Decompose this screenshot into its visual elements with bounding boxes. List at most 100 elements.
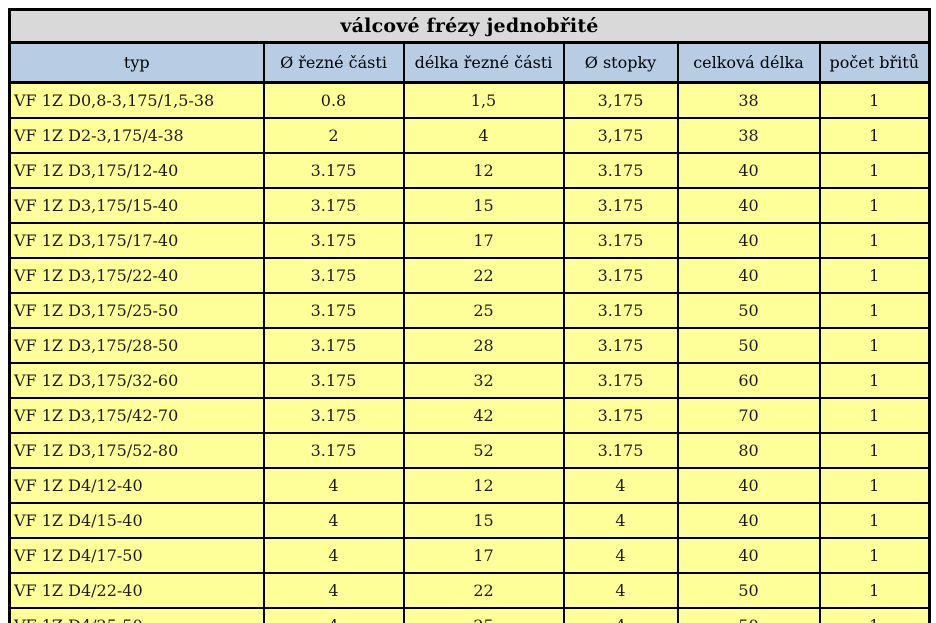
table-row: VF 1Z D4/22-40 4 22 4 50 1 <box>8 572 931 609</box>
cell-typ: VF 1Z D3,175/15-40 <box>8 187 265 224</box>
column-header-celkova-delka: celková délka <box>676 41 821 84</box>
table-header-row: typ Ø řezné části délka řezné části Ø stopk… <box>8 41 931 84</box>
cell-prumer-stopky: 3.175 <box>562 362 679 399</box>
cell-prumer-stopky: 4 <box>562 502 679 539</box>
cell-delka-rezne-casti: 25 <box>402 292 565 329</box>
cell-delka-rezne-casti: 42 <box>402 397 565 434</box>
cell-delka-rezne-casti: 25 <box>402 607 565 623</box>
column-header-pocet-britu: počet břitů <box>818 41 931 84</box>
cell-celkova-delka: 50 <box>676 292 821 329</box>
cell-prumer-rezne-casti: 3.175 <box>262 327 405 364</box>
table-row: VF 1Z D3,175/25-50 3.175 25 3.175 50 1 <box>8 292 931 329</box>
cell-delka-rezne-casti: 15 <box>402 187 565 224</box>
cell-celkova-delka: 40 <box>676 502 821 539</box>
table-row: VF 1Z D3,175/15-40 3.175 15 3.175 40 1 <box>8 187 931 224</box>
table-row: VF 1Z D0,8-3,175/1,5-38 0.8 1,5 3,175 38 1 <box>8 81 931 119</box>
column-header-prumer-stopky: Ø stopky <box>562 41 679 84</box>
cell-pocet-britu: 1 <box>818 362 931 399</box>
cell-celkova-delka: 40 <box>676 222 821 259</box>
cell-typ: VF 1Z D3,175/32-60 <box>8 362 265 399</box>
cell-pocet-britu: 1 <box>818 607 931 623</box>
table-body: VF 1Z D0,8-3,175/1,5-38 0.8 1,5 3,175 38 1 VF … <box>8 81 931 623</box>
cell-typ: VF 1Z D3,175/28-50 <box>8 327 265 364</box>
cell-celkova-delka: 40 <box>676 467 821 504</box>
cell-prumer-stopky: 3.175 <box>562 432 679 469</box>
cell-celkova-delka: 50 <box>676 327 821 364</box>
cell-pocet-britu: 1 <box>818 397 931 434</box>
cell-prumer-stopky: 4 <box>562 467 679 504</box>
cell-celkova-delka: 40 <box>676 187 821 224</box>
cell-typ: VF 1Z D3,175/12-40 <box>8 152 265 189</box>
cell-prumer-stopky: 4 <box>562 607 679 623</box>
table-row: VF 1Z D3,175/52-80 3.175 52 3.175 80 1 <box>8 432 931 469</box>
cell-typ: VF 1Z D3,175/22-40 <box>8 257 265 294</box>
cell-prumer-rezne-casti: 4 <box>262 572 405 609</box>
cell-prumer-stopky: 3.175 <box>562 397 679 434</box>
cell-pocet-britu: 1 <box>818 117 931 154</box>
cell-celkova-delka: 70 <box>676 397 821 434</box>
cell-delka-rezne-casti: 4 <box>402 117 565 154</box>
cell-pocet-britu: 1 <box>818 152 931 189</box>
cell-typ: VF 1Z D2-3,175/4-38 <box>8 117 265 154</box>
table-row: VF 1Z D3,175/32-60 3.175 32 3.175 60 1 <box>8 362 931 399</box>
cell-pocet-britu: 1 <box>818 432 931 469</box>
cell-prumer-stopky: 3,175 <box>562 81 679 119</box>
cell-prumer-rezne-casti: 4 <box>262 467 405 504</box>
cell-celkova-delka: 38 <box>676 117 821 154</box>
cell-pocet-britu: 1 <box>818 327 931 364</box>
cell-prumer-rezne-casti: 3.175 <box>262 187 405 224</box>
cell-prumer-rezne-casti: 4 <box>262 502 405 539</box>
cell-prumer-rezne-casti: 3.175 <box>262 222 405 259</box>
table-row: VF 1Z D3,175/28-50 3.175 28 3.175 50 1 <box>8 327 931 364</box>
cell-delka-rezne-casti: 1,5 <box>402 81 565 119</box>
cell-typ: VF 1Z D4/17-50 <box>8 537 265 574</box>
cell-prumer-rezne-casti: 3.175 <box>262 397 405 434</box>
table-row: VF 1Z D4/25-504254501 <box>8 607 931 623</box>
cell-celkova-delka: 50 <box>676 572 821 609</box>
cell-celkova-delka: 40 <box>676 257 821 294</box>
cell-celkova-delka: 38 <box>676 81 821 119</box>
cell-prumer-stopky: 4 <box>562 537 679 574</box>
cell-prumer-stopky: 3.175 <box>562 222 679 259</box>
cell-prumer-rezne-casti: 4 <box>262 537 405 574</box>
table-row: VF 1Z D2-3,175/4-38 2 4 3,175 38 1 <box>8 117 931 154</box>
table-title: válcové frézy jednobřité <box>8 8 931 44</box>
cell-prumer-stopky: 4 <box>562 572 679 609</box>
cell-typ: VF 1Z D3,175/25-50 <box>8 292 265 329</box>
cell-prumer-stopky: 3.175 <box>562 327 679 364</box>
table-row: VF 1Z D3,175/22-40 3.175 22 3.175 40 1 <box>8 257 931 294</box>
table-row: VF 1Z D4/17-50 4 17 4 40 1 <box>8 537 931 574</box>
cell-pocet-britu: 1 <box>818 572 931 609</box>
cell-delka-rezne-casti: 17 <box>402 222 565 259</box>
table-title-row: válcové frézy jednobřité <box>8 8 931 44</box>
cell-prumer-stopky: 3,175 <box>562 117 679 154</box>
cell-delka-rezne-casti: 32 <box>402 362 565 399</box>
cell-delka-rezne-casti: 17 <box>402 537 565 574</box>
cell-typ: VF 1Z D3,175/42-70 <box>8 397 265 434</box>
table-row: VF 1Z D3,175/12-40 3.175 12 3.175 40 1 <box>8 152 931 189</box>
cell-typ: VF 1Z D3,175/17-40 <box>8 222 265 259</box>
cell-pocet-britu: 1 <box>818 467 931 504</box>
cell-pocet-britu: 1 <box>818 537 931 574</box>
cell-celkova-delka: 40 <box>676 537 821 574</box>
table-row: VF 1Z D3,175/17-40 3.175 17 3.175 40 1 <box>8 222 931 259</box>
cell-pocet-britu: 1 <box>818 187 931 224</box>
column-header-delka-rezne-casti: délka řezné části <box>402 41 565 84</box>
cell-pocet-britu: 1 <box>818 292 931 329</box>
table-row: VF 1Z D4/12-40 4 12 4 40 1 <box>8 467 931 504</box>
cell-prumer-rezne-casti: 0.8 <box>262 81 405 119</box>
cell-pocet-britu: 1 <box>818 502 931 539</box>
cell-celkova-delka: 60 <box>676 362 821 399</box>
cell-prumer-rezne-casti: 3.175 <box>262 362 405 399</box>
cell-prumer-rezne-casti: 3.175 <box>262 152 405 189</box>
column-header-typ: typ <box>8 41 265 84</box>
cell-prumer-rezne-casti: 3.175 <box>262 257 405 294</box>
cell-delka-rezne-casti: 52 <box>402 432 565 469</box>
cell-typ: VF 1Z D0,8-3,175/1,5-38 <box>8 81 265 119</box>
cell-typ: VF 1Z D4/22-40 <box>8 572 265 609</box>
cell-celkova-delka: 50 <box>676 607 821 623</box>
cell-celkova-delka: 80 <box>676 432 821 469</box>
column-header-prumer-rezne-casti: Ø řezné části <box>262 41 405 84</box>
cell-delka-rezne-casti: 22 <box>402 572 565 609</box>
